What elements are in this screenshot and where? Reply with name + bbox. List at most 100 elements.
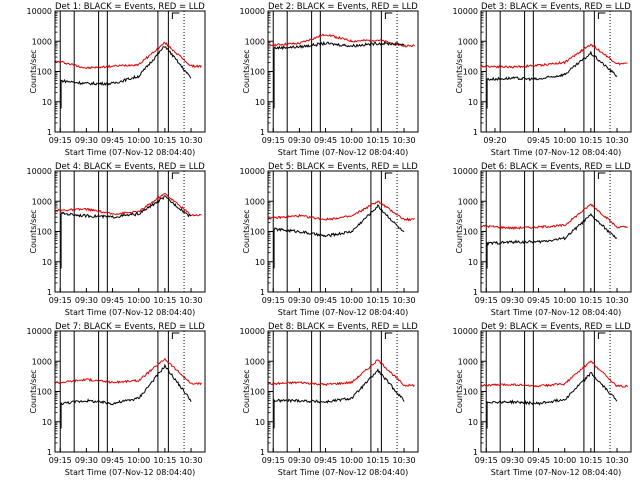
- y-axis-label: Counts/sec: [455, 369, 464, 413]
- y-tick-label: 10: [468, 98, 478, 107]
- x-tick-label: 09:15: [49, 296, 72, 305]
- x-tick-label: 10:30: [393, 136, 416, 145]
- detector-plot-8: Det 8: BLACK = Events, RED = LLD Counts/s…: [240, 322, 419, 477]
- events-series-line: [273, 203, 405, 269]
- lld-series-line: [267, 200, 415, 222]
- panel-title: Det 9: BLACK = Events, RED = LLD: [481, 322, 631, 332]
- x-tick-label: 09:30: [75, 456, 98, 465]
- lld-series-line: [480, 360, 628, 388]
- y-tick-label: 1000: [245, 357, 265, 366]
- plot-frame: [267, 10, 419, 133]
- x-tick-label: 10:30: [180, 456, 203, 465]
- detector-plot-1: Det 1: BLACK = Events, RED = LLD Counts/s…: [27, 2, 206, 157]
- y-tick-label: 10: [255, 98, 265, 107]
- y-tick-label: 1000: [458, 357, 478, 366]
- panel-title: Det 1: BLACK = Events, RED = LLD: [55, 2, 205, 12]
- y-tick-label: 1: [260, 448, 265, 457]
- plot-frame: [480, 330, 632, 453]
- x-tick-label: 09:45: [101, 136, 124, 145]
- plot-frame: [267, 330, 419, 453]
- x-tick-label: 09:45: [101, 456, 124, 465]
- detector-panel-2: Det 2: BLACK = Events, RED = LLD Counts/s…: [213, 0, 426, 160]
- flag-marker: [171, 172, 180, 179]
- events-series-line: [273, 40, 405, 109]
- y-tick-label: 10000: [27, 7, 52, 16]
- y-tick-label: 10000: [453, 327, 478, 336]
- detector-panel-7: Det 7: BLACK = Events, RED = LLD Counts/s…: [0, 320, 213, 480]
- detector-plot-6: Det 6: BLACK = Events, RED = LLD Counts/s…: [453, 162, 632, 317]
- plot-frame: [54, 330, 206, 453]
- x-tick-label: 09:30: [501, 456, 524, 465]
- y-tick-label: 100: [250, 68, 265, 77]
- events-series-line: [60, 194, 192, 269]
- lld-series-line: [54, 41, 202, 70]
- flag-marker: [597, 12, 606, 19]
- x-tick-label: 10:30: [606, 456, 629, 465]
- lld-series-line: [267, 33, 415, 48]
- y-axis-label: Counts/sec: [455, 49, 464, 93]
- x-axis-label: Start Time (07-Nov-12 08:04:40): [491, 148, 621, 157]
- detector-panel-4: Det 4: BLACK = Events, RED = LLD Counts/s…: [0, 160, 213, 320]
- lld-series-line: [54, 357, 202, 386]
- detector-plot-3: Det 3: BLACK = Events, RED = LLD Counts/s…: [453, 2, 632, 157]
- panel-title: Det 2: BLACK = Events, RED = LLD: [268, 2, 418, 12]
- y-tick-label: 100: [37, 228, 52, 237]
- x-axis-label: Start Time (07-Nov-12 08:04:40): [491, 468, 621, 477]
- x-tick-label: 10:15: [579, 456, 602, 465]
- y-tick-label: 1: [47, 448, 52, 457]
- x-tick-label: 10:00: [127, 136, 150, 145]
- x-tick-label: 10:30: [180, 296, 203, 305]
- x-tick-label: 10:15: [153, 296, 176, 305]
- x-tick-label: 09:30: [288, 136, 311, 145]
- x-tick-label: 10:15: [579, 296, 602, 305]
- lld-series-line: [480, 203, 628, 230]
- x-axis-label: Start Time (07-Nov-12 08:04:40): [65, 148, 195, 157]
- events-series-line: [486, 213, 618, 269]
- y-tick-label: 100: [37, 388, 52, 397]
- x-tick-label: 09:45: [314, 456, 337, 465]
- x-tick-label: 09:45: [314, 296, 337, 305]
- x-axis-label: Start Time (07-Nov-12 08:04:40): [491, 308, 621, 317]
- flag-marker: [597, 172, 606, 179]
- y-tick-label: 10000: [240, 7, 265, 16]
- y-tick-label: 10: [468, 418, 478, 427]
- events-series-line: [486, 50, 618, 109]
- y-tick-label: 1: [473, 128, 478, 137]
- panel-title: Det 5: BLACK = Events, RED = LLD: [268, 162, 418, 172]
- y-tick-label: 1: [473, 448, 478, 457]
- panel-title: Det 6: BLACK = Events, RED = LLD: [481, 162, 631, 172]
- y-axis-label: Counts/sec: [242, 209, 251, 253]
- detector-panel-6: Det 6: BLACK = Events, RED = LLD Counts/s…: [426, 160, 639, 320]
- y-axis-label: Counts/sec: [29, 49, 38, 93]
- y-tick-label: 10: [468, 258, 478, 267]
- panel-title: Det 8: BLACK = Events, RED = LLD: [268, 322, 418, 332]
- plot-frame: [54, 170, 206, 293]
- detector-panel-3: Det 3: BLACK = Events, RED = LLD Counts/s…: [426, 0, 639, 160]
- flag-marker: [384, 332, 393, 339]
- plot-frame: [480, 10, 632, 133]
- x-tick-label: 09:15: [262, 136, 285, 145]
- x-tick-label: 10:30: [180, 136, 203, 145]
- y-tick-label: 100: [463, 228, 478, 237]
- x-axis-label: Start Time (07-Nov-12 08:04:40): [278, 148, 408, 157]
- x-tick-label: 09:45: [101, 296, 124, 305]
- x-tick-label: 09:20: [483, 136, 506, 145]
- flag-marker: [384, 12, 393, 19]
- x-tick-label: 10:30: [606, 136, 629, 145]
- y-tick-label: 10: [255, 418, 265, 427]
- y-tick-label: 100: [37, 68, 52, 77]
- x-tick-label: 10:00: [340, 136, 363, 145]
- x-tick-label: 09:15: [475, 456, 498, 465]
- x-tick-label: 09:15: [262, 456, 285, 465]
- y-tick-label: 10: [42, 418, 52, 427]
- y-tick-label: 10: [255, 258, 265, 267]
- y-tick-label: 1000: [32, 197, 52, 206]
- x-tick-label: 10:00: [127, 456, 150, 465]
- flag-marker: [597, 332, 606, 339]
- detector-panel-9: Det 9: BLACK = Events, RED = LLD Counts/s…: [426, 320, 639, 480]
- x-tick-label: 10:00: [340, 456, 363, 465]
- events-series-line: [273, 368, 405, 429]
- y-tick-label: 10000: [453, 7, 478, 16]
- x-tick-label: 10:15: [366, 456, 389, 465]
